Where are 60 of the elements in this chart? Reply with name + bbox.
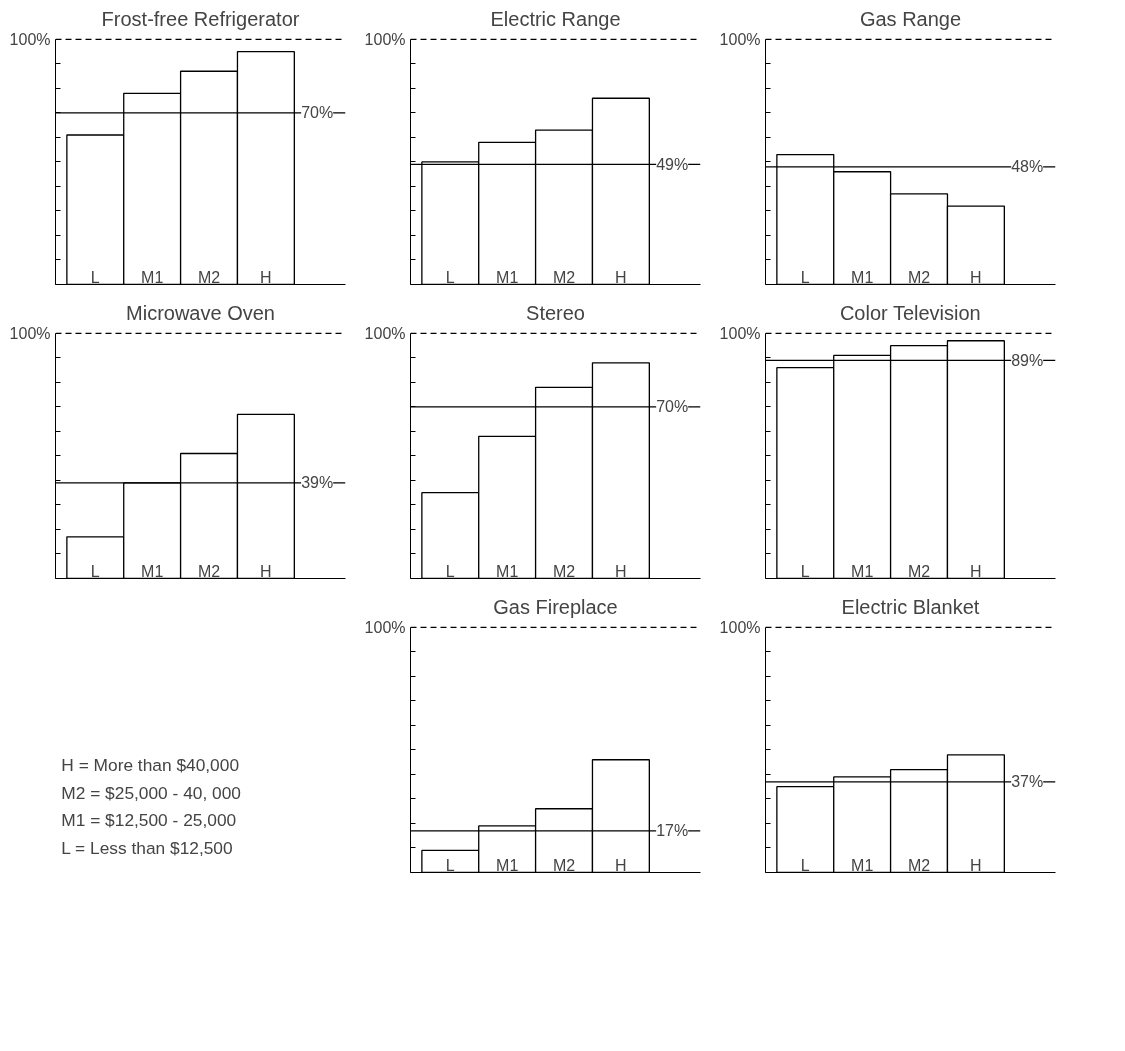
x-tick-label: L	[445, 268, 455, 286]
ref-line-label: 70%	[656, 398, 689, 416]
x-tick-label: M1	[141, 562, 164, 580]
ref-line-label: 89%	[1011, 351, 1044, 369]
x-tick-label: M1	[851, 268, 874, 286]
x-tick-label: H	[615, 268, 627, 286]
text: L = Less than $12,500	[61, 837, 233, 858]
chart-title: Electric Range	[490, 7, 621, 30]
chart-title: Gas Range	[859, 7, 962, 30]
x-tick-label: L	[800, 268, 810, 286]
x-tick-label: H	[260, 268, 272, 286]
chart-title: Stereo	[526, 301, 585, 324]
x-tick-label: M1	[851, 856, 874, 874]
x-tick-label: M2	[907, 856, 931, 874]
ref-line-label: 48%	[1011, 158, 1044, 176]
y-tick-label: 100%	[9, 30, 51, 48]
text: H = More than $40,000	[61, 755, 240, 775]
y-tick-label: 100%	[719, 618, 761, 636]
x-tick-label: H	[970, 856, 982, 874]
x-tick-label: M2	[907, 268, 931, 286]
x-tick-label: M2	[552, 268, 576, 286]
ref-line-label: 49%	[656, 155, 689, 173]
y-tick-label: 100%	[364, 324, 406, 342]
text: M2 = $25,000 - 40, 000	[61, 782, 241, 803]
x-tick-label: M1	[496, 268, 519, 286]
ref-line-label: 17%	[656, 822, 689, 840]
y-tick-label: 100%	[719, 324, 761, 342]
y-tick-label: 100%	[364, 30, 406, 48]
y-tick-label: 100%	[364, 618, 406, 636]
chart-title: Microwave Oven	[126, 301, 275, 324]
chart-title: Electric Blanket	[841, 595, 980, 618]
x-tick-label: M1	[141, 268, 164, 286]
x-tick-label: M1	[496, 562, 519, 580]
x-tick-label: M2	[552, 856, 576, 874]
x-tick-label: L	[90, 562, 100, 580]
ref-line-label: 70%	[301, 104, 334, 122]
x-tick-label: M2	[197, 562, 221, 580]
x-tick-label: H	[260, 562, 272, 580]
x-tick-label: H	[970, 268, 982, 286]
x-tick-label: M1	[496, 856, 519, 874]
x-tick-label: M1	[851, 562, 874, 580]
chart-title: Gas Fireplace	[493, 595, 618, 618]
ref-line-label: 39%	[301, 474, 334, 492]
chart-title: Frost-free Refrigerator	[101, 7, 300, 30]
x-tick-label: H	[615, 562, 627, 580]
x-tick-label: L	[800, 856, 810, 874]
y-tick-label: 100%	[719, 30, 761, 48]
x-tick-label: L	[800, 562, 810, 580]
ref-line-label: 37%	[1011, 773, 1044, 791]
chart-title: Color Television	[839, 301, 981, 324]
x-tick-label: L	[445, 856, 455, 874]
x-tick-label: H	[970, 562, 982, 580]
x-tick-label: L	[90, 268, 100, 286]
x-tick-label: M2	[907, 562, 931, 580]
x-tick-label: H	[615, 856, 627, 874]
x-tick-label: M2	[197, 268, 221, 286]
x-tick-label: M2	[552, 562, 576, 580]
text: M1 = $12,500 - 25,000	[61, 810, 237, 830]
x-tick-label: L	[445, 562, 455, 580]
y-tick-label: 100%	[9, 324, 51, 342]
